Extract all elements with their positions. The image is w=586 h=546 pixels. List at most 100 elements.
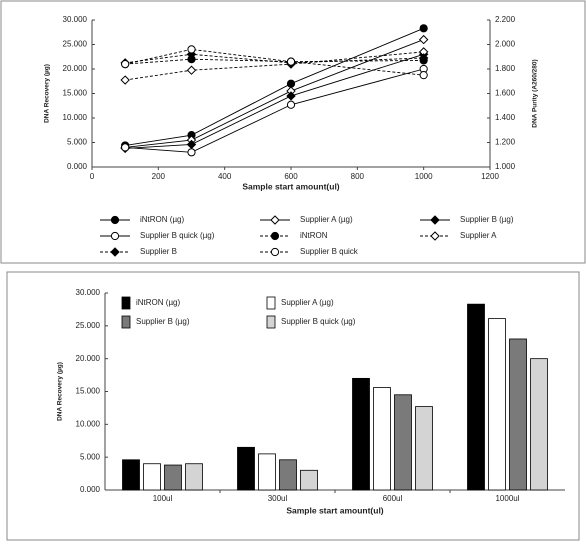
x-tick-label: 1200 <box>481 172 499 181</box>
x-axis-title: Sample start amount(ul) <box>286 505 383 515</box>
point <box>418 53 429 63</box>
point <box>286 79 296 88</box>
legend-swatch <box>121 296 131 310</box>
legend-swatch <box>121 315 131 329</box>
bar <box>279 459 297 491</box>
legend-label: Supplier A <box>460 231 497 240</box>
point <box>418 34 429 45</box>
legend-label: Supplier B (µg) <box>136 317 190 326</box>
bottom-panel-frame <box>6 271 580 541</box>
series-line <box>125 58 424 65</box>
legend-marker <box>430 215 440 225</box>
legend-marker <box>270 247 280 257</box>
bar <box>373 387 391 491</box>
x-axis-title: Sample start amount(ul) <box>242 181 339 191</box>
series-line <box>125 48 424 76</box>
legend-marker <box>270 231 280 241</box>
point <box>286 91 296 101</box>
y-tick-label: 10.000 <box>63 113 88 122</box>
legend-swatch <box>266 296 276 310</box>
y-tick-label: 1.400 <box>495 113 516 122</box>
legend-marker <box>110 231 120 241</box>
bar <box>488 318 506 491</box>
point <box>286 100 296 109</box>
legend-label: iNtRON <box>300 231 328 240</box>
x-tick-label: 100ul <box>153 494 173 503</box>
y-tick-label: 5.000 <box>80 452 101 461</box>
x-tick-label: 300ul <box>268 494 288 503</box>
point <box>419 24 428 33</box>
bar <box>530 358 548 491</box>
y-tick-label: 25.000 <box>63 40 88 49</box>
x-tick-label: 800 <box>351 172 365 181</box>
y-tick-label: 25.000 <box>76 321 101 330</box>
legend-marker <box>430 231 440 241</box>
bar <box>394 394 412 491</box>
series-line <box>125 68 424 153</box>
y-tick-label: 2.200 <box>495 15 516 24</box>
y-tick-label: 0.000 <box>67 162 88 171</box>
x-tick-label: 0 <box>90 172 95 181</box>
bar <box>300 469 318 491</box>
y-tick-label: 5.000 <box>67 138 88 147</box>
legend-label: Supplier B <box>140 247 177 256</box>
point <box>187 148 196 157</box>
legend-swatch <box>266 315 276 329</box>
legend-label: Supplier A (µg) <box>281 298 334 307</box>
y-tick-label: 1.200 <box>495 138 516 147</box>
y-axis-title: DNA Purity (A260/280) <box>532 59 539 127</box>
y-tick-label: 1.600 <box>495 89 516 98</box>
point <box>419 71 428 80</box>
legend-label: Supplier A (µg) <box>300 215 353 224</box>
bar <box>185 463 203 491</box>
bar <box>509 338 527 491</box>
point <box>121 60 130 69</box>
series-line <box>125 27 424 146</box>
legend-label: Supplier B (µg) <box>460 215 514 224</box>
y-tick-label: 20.000 <box>63 64 88 73</box>
bar <box>237 446 255 491</box>
series-line <box>125 53 424 149</box>
bar <box>143 463 161 491</box>
y-tick-label: 15.000 <box>63 89 88 98</box>
y-tick-label: 30.000 <box>76 288 101 297</box>
bar <box>415 406 433 491</box>
legend-label: Supplier B quick <box>300 247 359 256</box>
bar <box>352 377 370 491</box>
y-axis-title: DNA Recovery (µg) <box>44 64 51 123</box>
legend-label: Supplier B quick (µg) <box>140 231 215 240</box>
top-panel-frame <box>0 0 586 264</box>
y-tick-label: 0.000 <box>80 485 101 494</box>
point <box>187 45 196 54</box>
x-tick-label: 600ul <box>383 494 403 503</box>
point <box>120 75 130 85</box>
legend-label: iNtRON (µg) <box>136 298 181 307</box>
legend-label: Supplier B quick (µg) <box>281 317 356 326</box>
bar <box>467 303 485 491</box>
series-line <box>125 53 424 64</box>
x-tick-label: 400 <box>218 172 232 181</box>
legend-marker <box>110 247 120 257</box>
point <box>186 65 197 75</box>
point <box>286 57 296 66</box>
series-line <box>125 39 424 148</box>
y-tick-label: 15.000 <box>76 387 101 396</box>
x-tick-label: 600 <box>284 172 298 181</box>
y-tick-label: 2.000 <box>495 40 516 49</box>
y-tick-label: 1.000 <box>495 162 516 171</box>
legend-label: iNtRON (µg) <box>140 215 185 224</box>
point <box>121 143 130 152</box>
x-tick-label: 1000ul <box>495 494 519 503</box>
bar <box>258 453 276 491</box>
bar <box>122 459 140 491</box>
x-tick-label: 1000 <box>415 172 433 181</box>
y-tick-label: 1.800 <box>495 64 516 73</box>
y-tick-label: 20.000 <box>76 354 101 363</box>
legend-marker <box>110 215 120 225</box>
y-tick-label: 30.000 <box>63 15 88 24</box>
x-tick-label: 200 <box>152 172 166 181</box>
bar <box>164 464 182 491</box>
y-tick-label: 10.000 <box>76 419 101 428</box>
